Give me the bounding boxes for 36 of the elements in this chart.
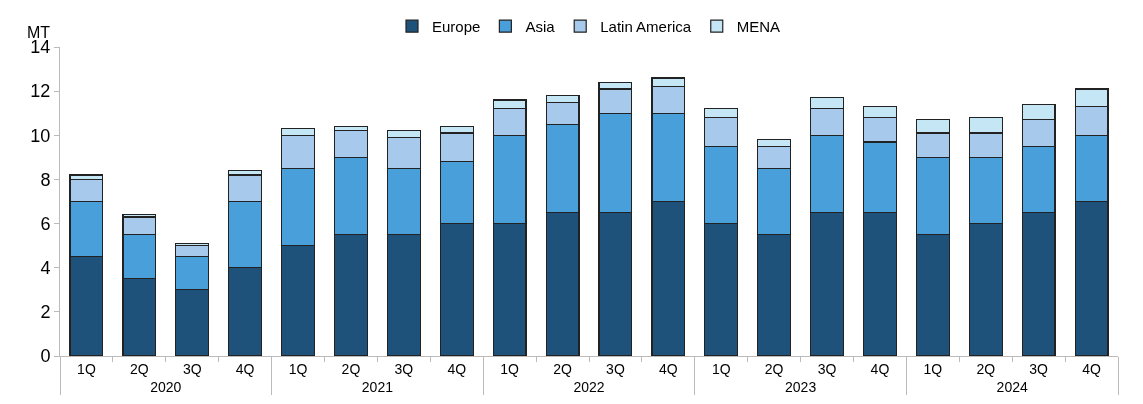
x-tick-label: 2Q bbox=[553, 360, 572, 377]
y-tick-label: 6 bbox=[40, 213, 51, 234]
x-tick-label: 4Q bbox=[235, 360, 255, 377]
x-tick-label: 4Q bbox=[659, 360, 678, 377]
x-tick-label: 1Q bbox=[923, 360, 943, 377]
legend-label: Asia bbox=[525, 18, 556, 36]
x-tick-label: 1Q bbox=[77, 360, 96, 377]
text: 2021 bbox=[361, 378, 394, 395]
x-tick-label: 4Q bbox=[870, 360, 890, 377]
y-tick-label: 8 bbox=[40, 169, 51, 190]
y-tick-label: 2 bbox=[40, 302, 51, 323]
legend-label: Europe bbox=[432, 18, 481, 36]
text: 2024 bbox=[996, 378, 1028, 395]
text: 2020 bbox=[150, 378, 182, 395]
legend-label: Latin America bbox=[600, 18, 692, 36]
x-tick-label: 1Q bbox=[288, 360, 308, 377]
x-tick-label: 2Q bbox=[976, 360, 996, 377]
x-tick-label: 3Q bbox=[817, 360, 837, 377]
y-tick-label: 10 bbox=[30, 125, 51, 146]
x-tick-label: 2Q bbox=[341, 360, 361, 377]
legend-label: MENA bbox=[736, 18, 781, 36]
x-tick-label: 4Q bbox=[1082, 360, 1101, 377]
x-tick-label: 2Q bbox=[764, 360, 784, 377]
text: 2022 bbox=[573, 378, 605, 395]
y-tick-label: 4 bbox=[40, 258, 51, 279]
y-tick-label: 0 bbox=[40, 346, 51, 367]
x-tick-label: 3Q bbox=[182, 360, 202, 377]
x-tick-label: 3Q bbox=[606, 360, 625, 377]
x-tick-label: 1Q bbox=[711, 360, 731, 377]
x-tick-label: 1Q bbox=[500, 360, 520, 377]
x-tick-label: 3Q bbox=[394, 360, 414, 377]
x-tick-label: 3Q bbox=[1029, 360, 1049, 377]
text: 2023 bbox=[785, 378, 817, 395]
x-tick-label: 4Q bbox=[447, 360, 467, 377]
x-tick-label: 2Q bbox=[130, 360, 149, 377]
y-tick-label: 12 bbox=[30, 81, 51, 102]
